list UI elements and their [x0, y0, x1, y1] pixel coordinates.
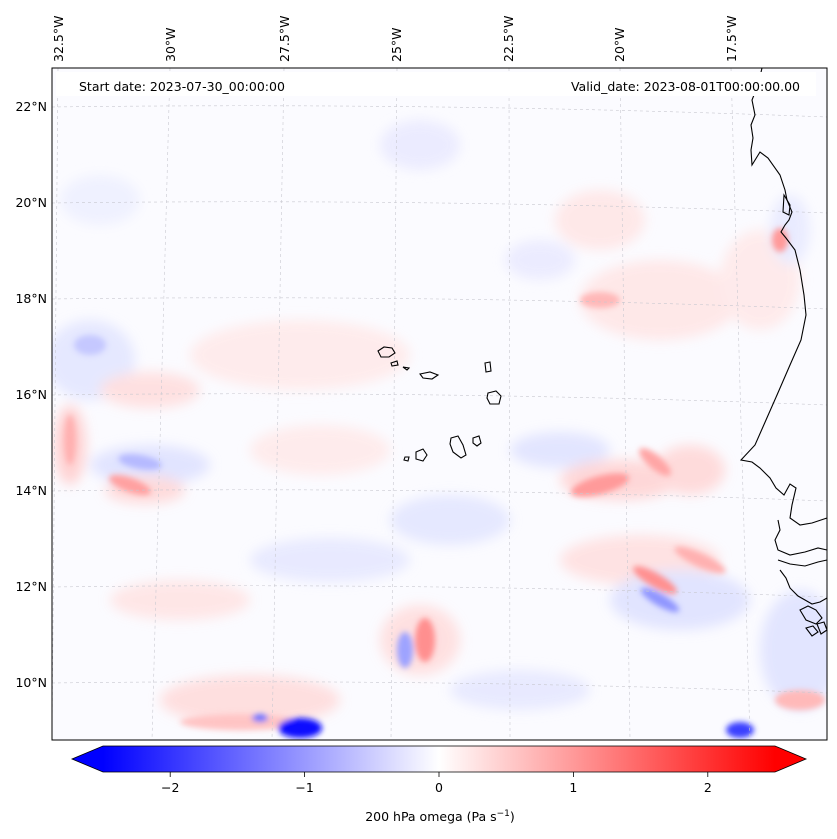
colorbar-ticks: −2 −1 0 1 2	[161, 772, 712, 795]
maio-island	[472, 435, 482, 447]
header-band	[56, 72, 816, 96]
sao-nicolau-island	[419, 371, 440, 380]
coast-guinea-bissau	[779, 569, 828, 605]
latitude-labels: 22°N 20°N 18°N 16°N 14°N 12°N 10°N	[15, 99, 47, 690]
lat-label-14: 14°N	[15, 483, 47, 498]
lon-label-22-5: 22.5°W	[501, 16, 516, 62]
santo-antao-island	[377, 346, 396, 358]
colorbar-tick-label: 0	[435, 780, 443, 795]
longitude-labels: 32.5°W 30°W 27.5°W 25°W 22.5°W 20°W 17.5…	[51, 16, 739, 62]
colorbar-tick-label: 2	[704, 780, 712, 795]
lat-label-20: 20°N	[15, 195, 47, 210]
coast-mauritania-senegal	[739, 67, 828, 526]
banc-arguin-island	[782, 193, 791, 216]
lon-label-20: 20°W	[612, 27, 627, 62]
colorbar-outline	[70, 745, 808, 773]
lat-label-18: 18°N	[15, 291, 47, 306]
colorbar-tick-label: −1	[295, 780, 313, 795]
lat-label-12: 12°N	[15, 579, 47, 594]
coast-gambia	[774, 519, 828, 556]
lat-label-16: 16°N	[15, 387, 47, 402]
boa-vista-island	[486, 390, 502, 405]
cabo-verde-islands	[377, 346, 502, 462]
colorbar: −2 −1 0 1 2 200 hPa omega (Pa s−1)	[70, 745, 808, 824]
bijagos-island-1	[799, 605, 823, 625]
lon-label-25: 25°W	[389, 27, 404, 62]
lon-label-30: 30°W	[163, 27, 178, 62]
map-frame	[51, 67, 828, 741]
fogo-island	[415, 448, 428, 462]
africa-coastline	[739, 67, 828, 637]
sao-vicente-island	[390, 360, 399, 367]
lon-label-27-5: 27.5°W	[277, 16, 292, 62]
lat-label-10: 10°N	[15, 675, 47, 690]
bijagos-island-2	[805, 625, 819, 637]
santiago-island	[449, 435, 467, 459]
coast-casamance	[777, 559, 828, 567]
colorbar-min-extend	[72, 746, 103, 772]
santa-luzia-island	[402, 366, 411, 371]
start-date-text: Start date: 2023-07-30_00:00:00	[79, 79, 285, 94]
brava-island	[403, 456, 410, 462]
lon-label-32-5: 32.5°W	[51, 16, 66, 62]
map-gridlines	[52, 68, 827, 740]
colorbar-max-extend	[775, 746, 806, 772]
valid-date-text: Valid_date: 2023-08-01T00:00:00.00	[571, 79, 800, 94]
omega-field	[52, 120, 827, 738]
colorbar-body	[103, 746, 775, 772]
map-panel: Start date: 2023-07-30_00:00:00 Valid_da…	[51, 67, 828, 741]
lon-label-17-5: 17.5°W	[724, 16, 739, 62]
colorbar-label: 200 hPa omega (Pa s−1)	[365, 809, 515, 824]
lat-label-22: 22°N	[15, 99, 47, 114]
colorbar-tick-label: 1	[569, 780, 577, 795]
sal-island	[484, 361, 492, 373]
colorbar-tick-label: −2	[161, 780, 179, 795]
